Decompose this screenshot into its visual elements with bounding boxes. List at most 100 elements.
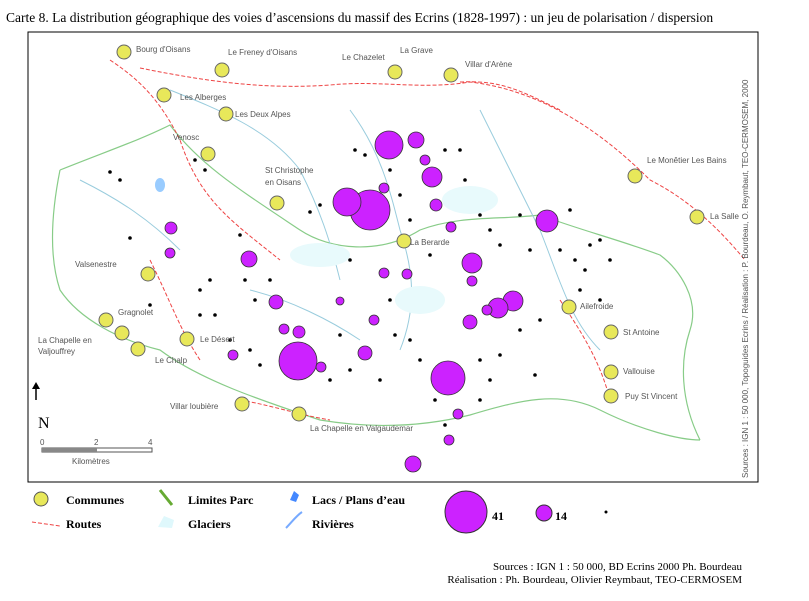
legend-label: Limites Parc <box>188 493 254 507</box>
route-dot <box>418 358 422 362</box>
route-dot <box>198 288 202 292</box>
route-dot <box>568 208 572 212</box>
route-bubble <box>461 252 483 274</box>
route-bubble <box>481 304 493 316</box>
route-dot <box>248 348 252 352</box>
route-dot <box>193 158 197 162</box>
route-dot <box>108 170 112 174</box>
commune-symbol <box>443 67 459 83</box>
route-dot <box>578 288 582 292</box>
route-dot <box>488 228 492 232</box>
commune-symbol <box>200 146 216 162</box>
commune-label: Puy St Vincent <box>625 392 678 401</box>
route-dot <box>498 243 502 247</box>
route-bubble <box>240 250 258 268</box>
scale-tick: 4 <box>148 438 153 447</box>
commune-label: Gragnolet <box>118 308 154 317</box>
route-dot <box>443 148 447 152</box>
credit: Sources : IGN 1 : 50 000, Topoguides Ecr… <box>741 79 750 478</box>
commune-symbol <box>561 299 577 315</box>
route-dot <box>433 398 437 402</box>
commune-label: St Christophe <box>265 166 314 175</box>
route-dot <box>398 193 402 197</box>
scale-unit: Kilomètres <box>72 457 110 466</box>
commune-label: Le Freney d'Oisans <box>228 48 297 57</box>
commune-label: Villar d'Arène <box>465 60 513 69</box>
route-dot <box>328 378 332 382</box>
commune-label: La Chapelle en <box>38 336 92 345</box>
commune-symbol <box>603 388 619 404</box>
scale-tick: 0 <box>40 438 45 447</box>
route-dot <box>243 278 247 282</box>
legend-label: Rivières <box>312 517 354 531</box>
route-bubble <box>443 434 455 446</box>
route-dot <box>308 210 312 214</box>
route-dot <box>478 213 482 217</box>
glacier <box>290 243 350 267</box>
route-bubble <box>164 247 176 259</box>
scale-tick: 2 <box>94 438 99 447</box>
commune-symbol <box>114 325 130 341</box>
route-bubble <box>401 268 413 280</box>
commune-label: St Antoine <box>623 328 660 337</box>
commune-label: La Chapelle en Valgaudemar <box>310 424 413 433</box>
route-dot <box>348 258 352 262</box>
route-bubble <box>421 166 443 188</box>
commune-label: Venosc <box>173 133 199 142</box>
route-dot <box>518 328 522 332</box>
commune-symbol <box>116 44 132 60</box>
commune-symbol <box>214 62 230 78</box>
commune-symbol <box>179 331 195 347</box>
north-arrow: N <box>32 382 50 432</box>
commune-label: Le Désert <box>200 335 235 344</box>
route-dot <box>428 253 432 257</box>
legend-bubble-large <box>444 490 488 534</box>
route-bubble <box>407 131 425 149</box>
route-dot <box>408 218 412 222</box>
route-bubble <box>404 455 422 473</box>
route-dot <box>388 168 392 172</box>
route-dot <box>203 168 207 172</box>
route-dot <box>348 368 352 372</box>
roads <box>109 59 746 261</box>
commune-symbol <box>291 406 307 422</box>
legend-label: Glaciers <box>188 517 231 531</box>
route-dot <box>253 298 257 302</box>
communes: Bourg d'Oisans Le Freney d'Oisans Le Chaze… <box>38 44 739 433</box>
route-dot <box>598 238 602 242</box>
route-bubble <box>292 325 306 339</box>
commune-symbol <box>689 209 705 225</box>
route-bubbles <box>108 130 612 473</box>
map-frame <box>27 31 759 483</box>
route-dot <box>573 258 577 262</box>
commune-symbol <box>603 364 619 380</box>
glacier <box>442 186 498 214</box>
route-dot <box>148 303 152 307</box>
legend-commune-symbol <box>33 491 49 507</box>
glacier <box>395 286 445 314</box>
park-limit <box>51 124 701 441</box>
route-dot <box>608 258 612 262</box>
commune-symbol <box>156 87 172 103</box>
route-bubble <box>535 209 559 233</box>
commune-label: Les Alberges <box>180 93 226 102</box>
sources: Sources : IGN 1 : 50 000, BD Ecrins 2000… <box>493 561 743 573</box>
commune-label: en Oisans <box>265 178 301 187</box>
route-bubble <box>164 221 178 235</box>
route-bubble <box>419 154 431 166</box>
route-dot <box>443 423 447 427</box>
route-dot <box>583 268 587 272</box>
route-dot <box>213 313 217 317</box>
legend-label: Lacs / Plans d’eau <box>312 493 405 507</box>
route-bubble <box>429 198 443 212</box>
title: Carte 8. La distribution géographique de… <box>6 10 713 25</box>
route-bubble <box>445 221 457 233</box>
commune-label: Valsenestre <box>75 260 117 269</box>
commune-label: Ailefroide <box>580 302 614 311</box>
route-dot <box>533 373 537 377</box>
commune-symbol <box>269 195 285 211</box>
route-dot <box>488 378 492 382</box>
commune-label: Vallouise <box>623 367 655 376</box>
commune-symbol <box>396 233 412 249</box>
